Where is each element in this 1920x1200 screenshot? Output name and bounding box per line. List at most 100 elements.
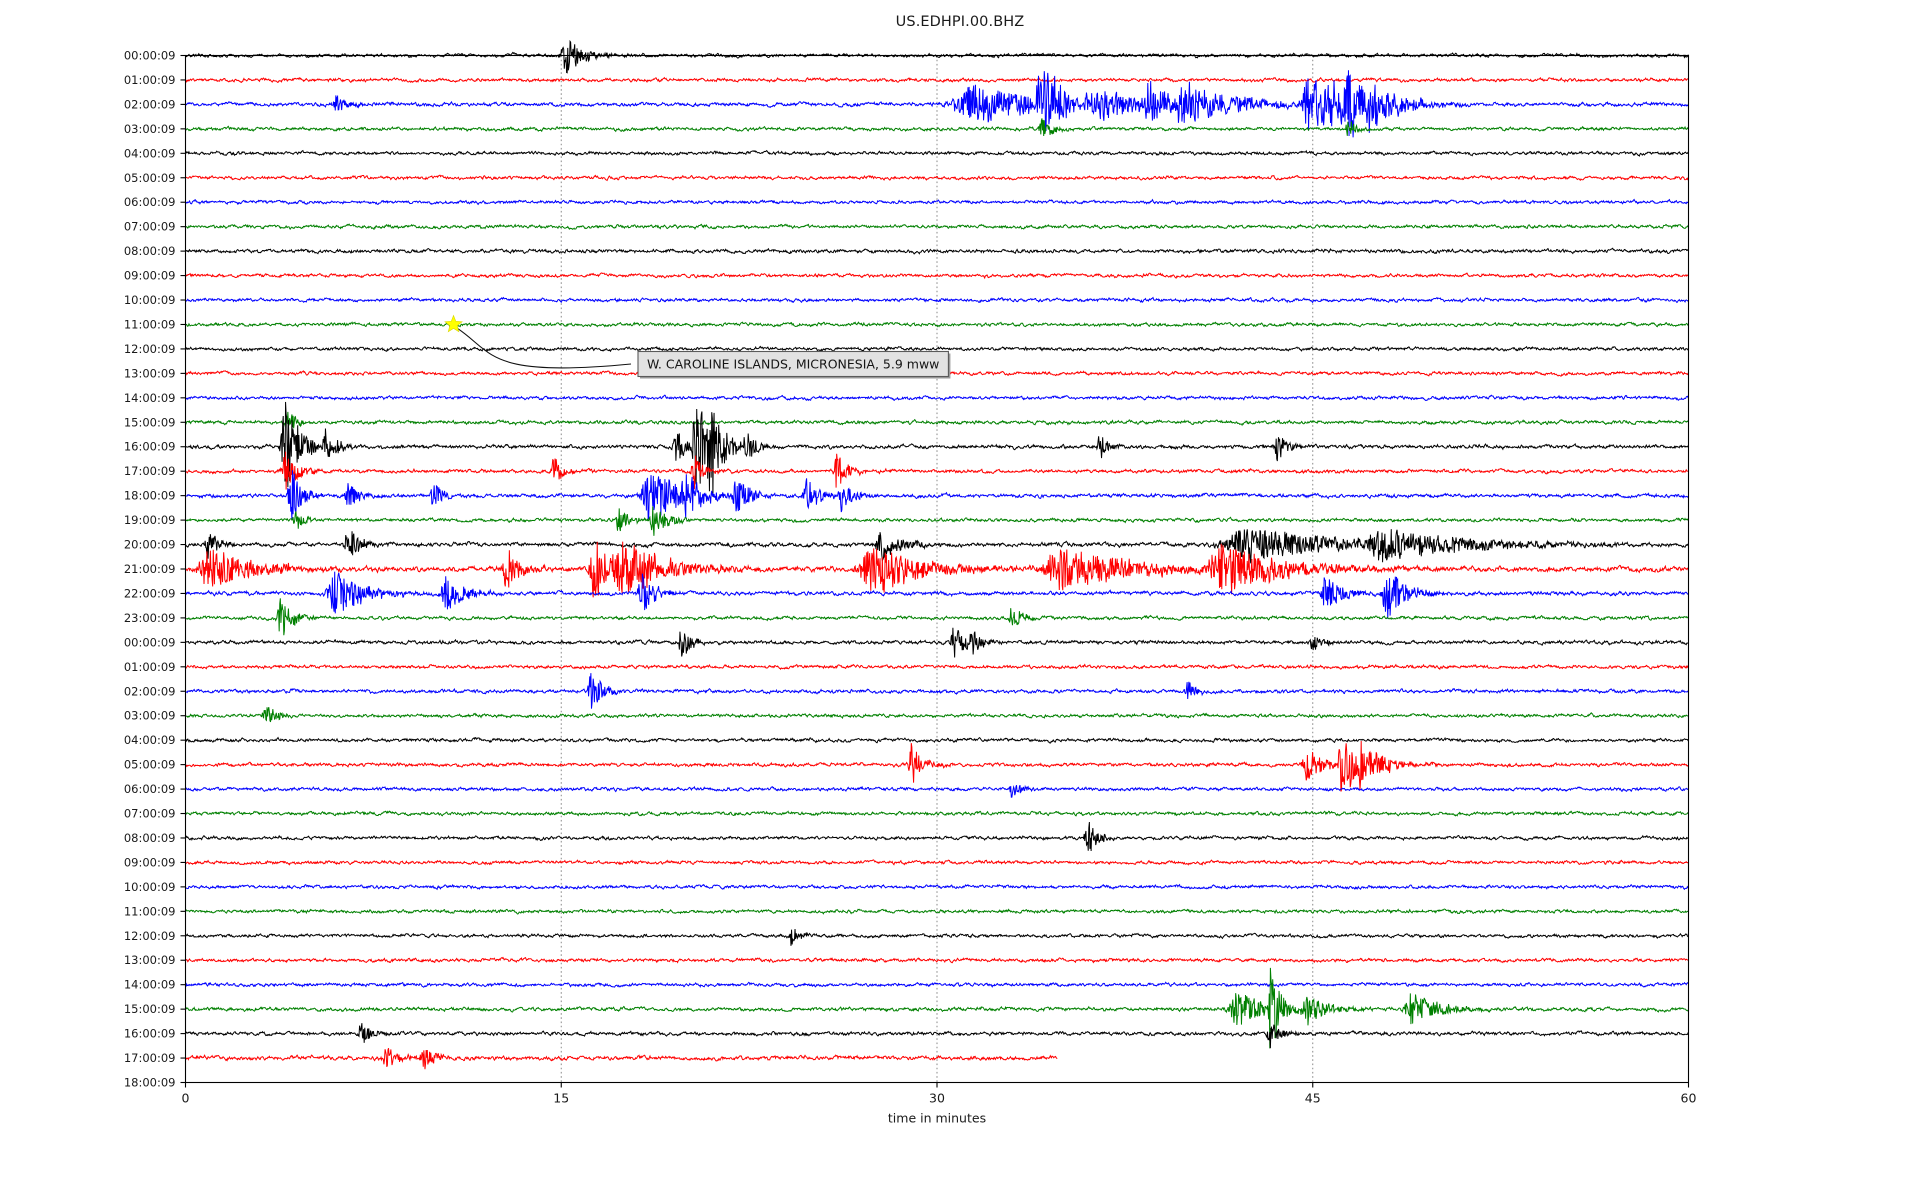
trace-row — [185, 784, 1689, 798]
y-tick-label: 18:00:09 — [124, 489, 176, 503]
trace-row — [185, 1023, 1689, 1049]
y-tick-label: 02:00:09 — [124, 684, 176, 698]
y-tick-label: 11:00:09 — [124, 317, 176, 331]
trace-row — [185, 981, 1689, 989]
trace-row — [185, 198, 1689, 206]
x-axis-ticks: 0 15 30 45 60 — [182, 1082, 1697, 1106]
y-tick-label: 14:00:09 — [124, 978, 176, 992]
trace-row — [185, 967, 1689, 1049]
y-tick-label: 03:00:09 — [124, 122, 176, 136]
y-tick-label: 17:00:09 — [124, 1051, 176, 1065]
trace-row — [185, 451, 1689, 490]
x-tick-label: 30 — [929, 1091, 945, 1106]
trace-row — [185, 627, 1689, 658]
y-tick-label: 17:00:09 — [124, 464, 176, 478]
trace-row — [185, 859, 1689, 866]
annotation-box — [637, 350, 949, 378]
y-tick-label: 18:00:09 — [124, 1076, 176, 1090]
y-tick-label: 10:00:09 — [124, 293, 176, 307]
trace-row — [185, 673, 1689, 709]
trace-row — [185, 174, 1689, 182]
x-tick-label: 15 — [553, 1091, 569, 1106]
trace-row — [185, 908, 1689, 915]
trace-row — [185, 76, 1689, 84]
y-tick-label: 08:00:09 — [124, 244, 176, 258]
trace-row — [185, 810, 1689, 817]
trace-row — [185, 394, 1689, 402]
y-tick-label: 21:00:09 — [124, 562, 176, 576]
y-tick-label: 19:00:09 — [124, 513, 176, 527]
y-tick-label: 23:00:09 — [124, 611, 176, 625]
trace-row — [185, 247, 1689, 255]
trace-row — [185, 598, 1689, 636]
y-tick-label: 09:00:09 — [124, 269, 176, 283]
y-tick-label: 20:00:09 — [124, 538, 176, 552]
y-tick-label: 05:00:09 — [124, 758, 176, 772]
x-tick-label: 60 — [1681, 1091, 1697, 1106]
trace-row — [185, 296, 1689, 304]
y-tick-label: 22:00:09 — [124, 586, 176, 600]
y-tick-label: 12:00:09 — [124, 929, 176, 943]
y-tick-label: 04:00:09 — [124, 146, 176, 160]
trace-row — [185, 506, 1689, 536]
y-axis-ticks: 00:00:09 01:00:09 02:00:09 03:00:09 04:00:09… — [124, 49, 186, 1090]
trace-row — [185, 411, 1689, 429]
y-tick-label: 06:00:09 — [124, 782, 176, 796]
trace-row — [185, 928, 1689, 946]
y-tick-label: 07:00:09 — [124, 807, 176, 821]
trace-row — [185, 345, 1689, 353]
y-tick-label: 11:00:09 — [124, 904, 176, 918]
trace-row — [185, 70, 1689, 138]
y-tick-label: 02:00:09 — [124, 97, 176, 111]
y-tick-label: 15:00:09 — [124, 1002, 176, 1016]
page-title: US.EDHPI.00.BHZ — [895, 14, 1025, 30]
y-tick-label: 00:00:09 — [124, 635, 176, 649]
trace-row — [185, 883, 1689, 891]
trace-row — [185, 663, 1689, 671]
y-tick-label: 01:00:09 — [124, 660, 176, 674]
trace-row — [185, 821, 1689, 852]
trace-row — [185, 736, 1689, 744]
y-tick-label: 06:00:09 — [124, 195, 176, 209]
y-tick-label: 10:00:09 — [124, 880, 176, 894]
x-axis-title: time in minutes — [888, 1111, 986, 1126]
y-tick-label: 12:00:09 — [124, 342, 176, 356]
seismic-traces — [185, 39, 1689, 1070]
event-annotation: W. CAROLINE ISLANDS, MICRONESIA, 5.9 mww — [444, 314, 951, 379]
grid-lines — [560, 55, 1314, 1083]
trace-row — [185, 272, 1689, 280]
trace-row — [185, 707, 1689, 723]
trace-row — [185, 39, 1689, 74]
y-tick-label: 04:00:09 — [124, 733, 176, 747]
trace-row — [185, 321, 1689, 328]
trace-row — [185, 740, 1689, 792]
y-tick-label: 01:00:09 — [124, 73, 176, 87]
event-star-marker — [444, 314, 463, 333]
trace-row — [185, 149, 1689, 158]
trace-row — [185, 541, 1689, 598]
x-tick-label: 45 — [1305, 1091, 1321, 1106]
y-tick-label: 08:00:09 — [124, 831, 176, 845]
y-tick-label: 16:00:09 — [124, 440, 176, 454]
y-tick-label: 03:00:09 — [124, 709, 176, 723]
trace-row — [185, 529, 1689, 564]
y-tick-label: 15:00:09 — [124, 415, 176, 429]
trace-row — [185, 571, 1689, 619]
y-tick-label: 16:00:09 — [124, 1027, 176, 1041]
trace-row — [185, 470, 1689, 520]
trace-row — [185, 223, 1689, 231]
trace-row — [185, 1047, 1058, 1070]
annotation-label: W. CAROLINE ISLANDS, MICRONESIA, 5.9 mww — [647, 357, 939, 372]
trace-row — [185, 401, 1689, 497]
annotation-leader-line — [457, 328, 632, 369]
y-tick-label: 14:00:09 — [124, 391, 176, 405]
y-tick-label: 07:00:09 — [124, 220, 176, 234]
x-tick-label: 0 — [182, 1091, 190, 1106]
y-tick-label: 13:00:09 — [124, 366, 176, 380]
y-tick-label: 09:00:09 — [124, 855, 176, 869]
y-tick-label: 13:00:09 — [124, 953, 176, 967]
y-tick-label: 00:00:09 — [124, 49, 176, 63]
trace-row — [185, 118, 1689, 136]
